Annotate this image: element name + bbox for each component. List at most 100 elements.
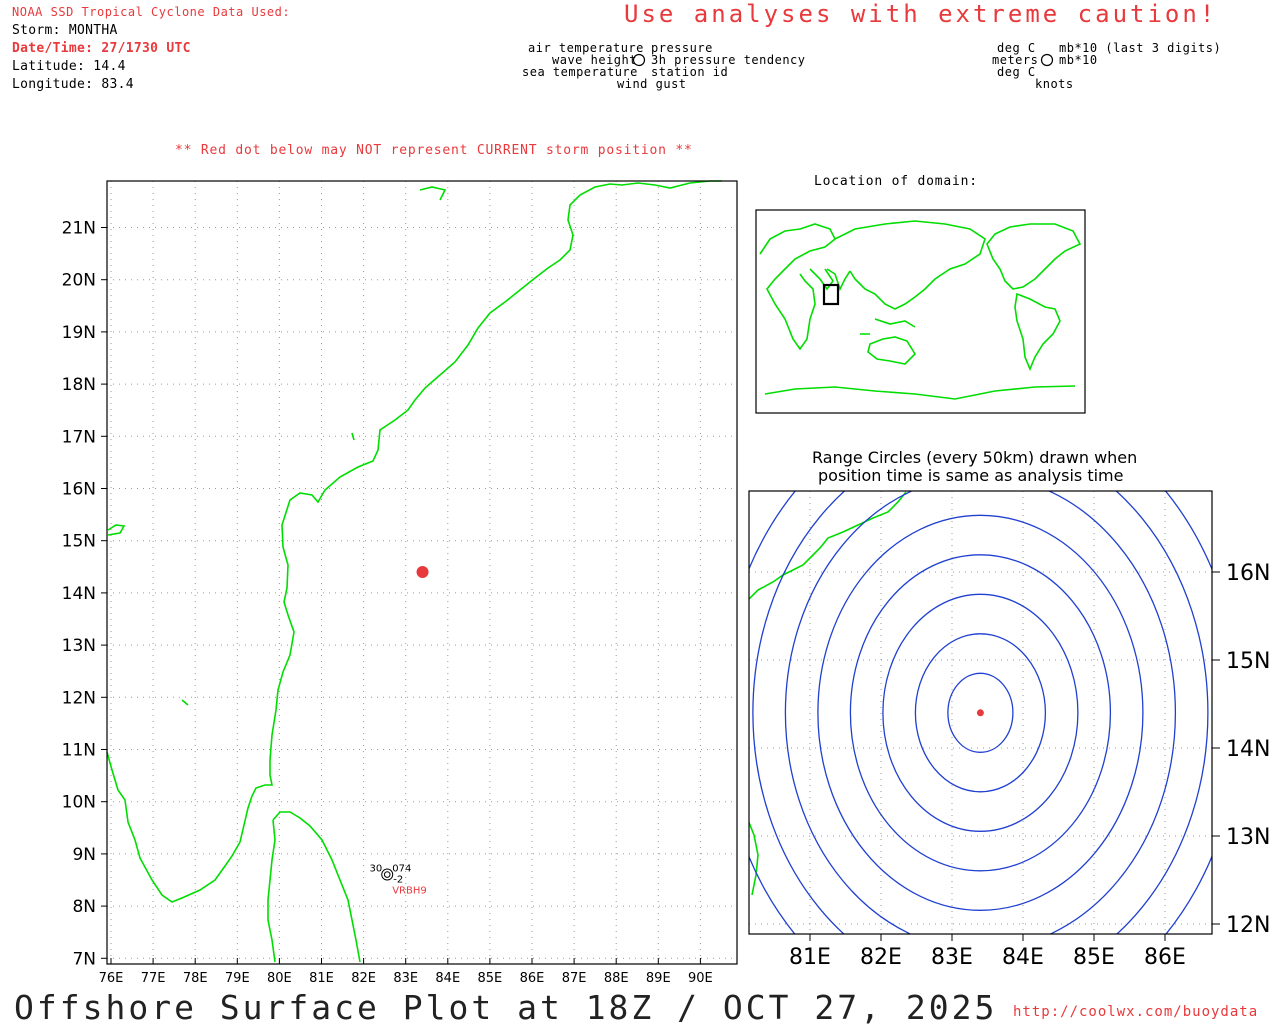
lon-tick-label: 78E: [183, 971, 208, 986]
range-title-line1: Range Circles (every 50km) drawn when: [812, 448, 1138, 467]
lon-tick-label: 77E: [141, 971, 166, 986]
range-ring: [784, 491, 1176, 934]
plot-title: Offshore Surface Plot at 18Z / OCT 27, 2…: [14, 988, 998, 1027]
range-map-ticks: 81E 82E 83E 84E 85E 86E 16N 15N 14N 13N 12N: [789, 561, 1270, 970]
range-circles-map[interactable]: 81E 82E 83E 84E 85E 86E 16N 15N 14N 13N 12N: [748, 490, 1280, 970]
lon-tick-label: 86E: [520, 971, 545, 986]
storm-longitude: Longitude: 83.4: [12, 77, 134, 92]
lon-tick-label: 85E: [478, 971, 503, 986]
lon-tick-label: 79E: [225, 971, 250, 986]
lat-tick-label: 11N: [62, 741, 96, 761]
range-title-line2: position time is same as analysis time: [818, 466, 1124, 485]
station-pressure-tendency: -2: [393, 875, 403, 886]
storm-datetime: Date/Time: 27/1730 UTC: [12, 41, 191, 56]
lat-tick-label: 9N: [72, 845, 96, 865]
main-map-ticks: 76E 77E 78E 79E 80E 81E 82E 83E 84E 85E 86E 87E 88E 8…: [62, 219, 713, 987]
lat-tick-label: 15N: [62, 532, 96, 552]
legend-station-circle-icon: [632, 53, 646, 67]
range-ring: [849, 554, 1112, 872]
range-lat-label: 12N: [1226, 913, 1270, 938]
source-url-link[interactable]: http://coolwx.com/buoydata: [1013, 1004, 1259, 1020]
storm-position-warning: ** Red dot below may NOT represent CURRE…: [175, 143, 693, 158]
lat-tick-label: 10N: [62, 793, 96, 813]
range-lon-label: 81E: [789, 945, 831, 970]
range-lat-label: 15N: [1226, 649, 1270, 674]
lon-tick-label: 81E: [309, 971, 334, 986]
range-ring: [752, 491, 1209, 934]
unit-air-temperature: deg C: [997, 41, 1036, 55]
sri-lanka-coastline: [267, 811, 361, 963]
inset-domain-box: [822, 283, 840, 306]
main-map[interactable]: 76E 77E 78E 79E 80E 81E 82E 83E 84E 85E 86E 87E 88E 8…: [0, 0, 740, 990]
range-lat-label: 13N: [1226, 825, 1270, 850]
lat-tick-label: 7N: [72, 949, 96, 969]
range-lon-label: 85E: [1073, 945, 1115, 970]
unit-sea-temperature: deg C: [997, 65, 1036, 79]
lon-tick-label: 76E: [99, 971, 124, 986]
source-title: NOAA SSD Tropical Cyclone Data Used:: [12, 5, 291, 19]
main-map-coastline: [106, 180, 722, 903]
storm-latitude: Latitude: 14.4: [12, 59, 126, 74]
range-lat-label: 14N: [1226, 737, 1270, 762]
range-ring: [914, 633, 1047, 793]
station-id-label: VRBH9: [392, 886, 427, 897]
range-lon-label: 86E: [1144, 945, 1186, 970]
range-ring: [749, 491, 1212, 934]
lon-tick-label: 80E: [267, 971, 292, 986]
lat-tick-label: 8N: [72, 897, 96, 917]
lat-tick-label: 21N: [62, 219, 96, 239]
legend-station-id: station id: [651, 65, 729, 79]
legend-sea-temperature: sea temperature: [522, 65, 638, 79]
storm-position-marker: [416, 566, 429, 579]
range-storm-marker: [976, 709, 984, 717]
station-air-temperature: 30: [369, 864, 382, 875]
legend-wind-gust: wind gust: [617, 77, 687, 91]
lon-tick-label: 89E: [646, 971, 671, 986]
range-ring: [947, 672, 1014, 753]
range-ring: [882, 593, 1079, 832]
inset-title: Location of domain:: [814, 174, 978, 189]
legend-pressure: pressure: [651, 41, 713, 55]
location-inset-map: [755, 209, 1086, 414]
lat-tick-label: 16N: [62, 480, 96, 500]
range-lon-label: 84E: [1002, 945, 1044, 970]
range-map-coastline: [749, 491, 907, 896]
unit-station-circle-icon: [1040, 53, 1054, 67]
lat-tick-label: 19N: [62, 323, 96, 343]
inset-frame: [755, 209, 1086, 414]
storm-name: Storm: MONTHA: [12, 23, 118, 38]
main-map-frame: [106, 180, 738, 965]
lon-tick-label: 88E: [604, 971, 629, 986]
range-map-frame: [748, 490, 1213, 935]
legend-pressure-tendency: 3h pressure tendency: [651, 53, 806, 67]
unit-pressure-tendency: mb*10: [1059, 53, 1098, 67]
lon-tick-label: 84E: [435, 971, 460, 986]
range-ring: [817, 514, 1144, 911]
legend-wave-height: wave height: [552, 53, 637, 67]
range-rings: [749, 491, 1212, 934]
lon-tick-label: 90E: [688, 971, 713, 986]
unit-wind-gust: knots: [1035, 77, 1074, 91]
lon-tick-label: 82E: [351, 971, 376, 986]
station-inner-circle-icon: [383, 871, 391, 878]
inset-world-coastlines: [759, 220, 1082, 400]
lon-tick-label: 87E: [562, 971, 587, 986]
unit-pressure: mb*10 (last 3 digits): [1059, 41, 1222, 55]
andaman-island-coastline: [107, 524, 126, 536]
station-circle-icon: [381, 868, 394, 881]
lat-tick-label: 17N: [62, 427, 96, 447]
station-pressure: 074: [392, 864, 411, 875]
range-lon-label: 83E: [931, 945, 973, 970]
lat-tick-label: 14N: [62, 584, 96, 604]
range-lat-label: 16N: [1226, 561, 1270, 586]
legend-air-temperature: air temperature: [528, 41, 644, 55]
lat-tick-label: 12N: [62, 688, 96, 708]
lat-tick-label: 18N: [62, 375, 96, 395]
lon-tick-label: 83E: [393, 971, 418, 986]
caution-banner: Use analyses with extreme caution!: [624, 0, 1218, 28]
coast-islet-north: [419, 186, 447, 201]
unit-wave-height: meters: [992, 53, 1039, 67]
range-lon-label: 82E: [860, 945, 902, 970]
buoy-station-plot: 30 074 -2 VRBH9: [369, 864, 426, 897]
lat-tick-label: 20N: [62, 271, 96, 291]
